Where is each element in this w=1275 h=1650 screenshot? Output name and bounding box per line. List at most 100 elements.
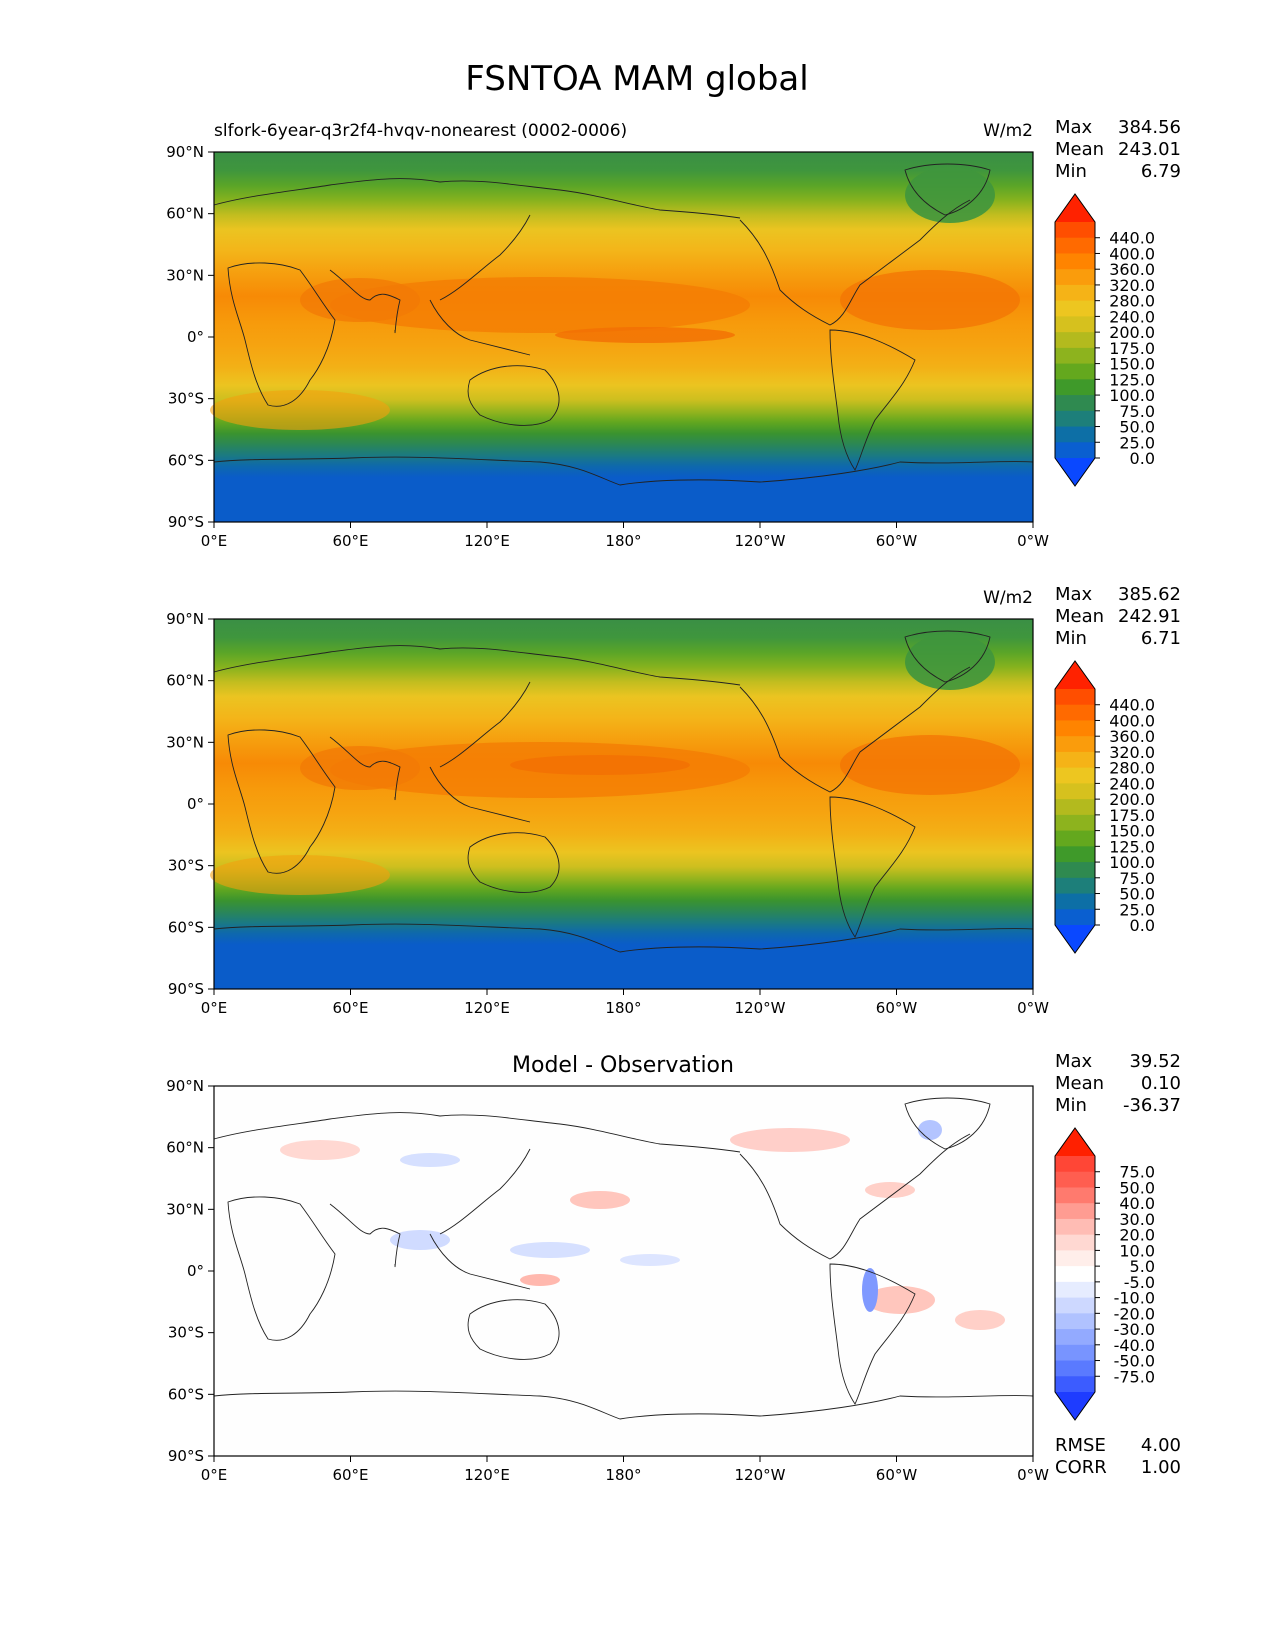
colorbar-label: 10.0 bbox=[1119, 1241, 1155, 1260]
colorbar-label: -20.0 bbox=[1114, 1304, 1155, 1323]
colorbar-label: -40.0 bbox=[1114, 1336, 1155, 1355]
stat-value-corr: 1.00 bbox=[1141, 1457, 1181, 1478]
colorbar-segment bbox=[1055, 426, 1095, 443]
stat-value-max: 385.62 bbox=[1118, 584, 1181, 605]
colorbar-segment bbox=[1055, 893, 1095, 910]
colorbar: 75.050.040.030.020.010.05.0-5.0-10.0-20.… bbox=[1054, 1127, 1155, 1421]
colorbar-extend-max bbox=[1055, 661, 1095, 689]
stats-box: Max 385.62 Mean 242.91 Min 6.71 bbox=[1055, 584, 1181, 649]
negative-anomaly bbox=[918, 1120, 942, 1140]
colorbar-label: 320.0 bbox=[1109, 276, 1155, 295]
y-tick-label: 60°S bbox=[168, 918, 204, 936]
stat-value-mean: 242.91 bbox=[1118, 606, 1181, 627]
colorbar-segment bbox=[1055, 862, 1095, 879]
stat-value-mean: 243.01 bbox=[1118, 139, 1181, 160]
y-tick-label: 90°N bbox=[166, 1077, 204, 1095]
colorbar-extend-min bbox=[1055, 458, 1095, 486]
colorbar-label: 400.0 bbox=[1109, 711, 1155, 730]
colorbar-segment bbox=[1055, 751, 1095, 769]
positive-anomaly bbox=[730, 1128, 850, 1152]
colorbar-segment bbox=[1055, 395, 1095, 412]
colorbar-segment bbox=[1055, 846, 1095, 863]
stat-label-min: Min bbox=[1055, 1095, 1087, 1116]
colorbar-label: 360.0 bbox=[1109, 260, 1155, 279]
y-tick-label: 30°S bbox=[168, 1324, 204, 1342]
coastline bbox=[429, 766, 531, 823]
coastline bbox=[227, 262, 336, 407]
colorbar-label: 25.0 bbox=[1119, 900, 1155, 919]
y-tick-label: 60°N bbox=[166, 672, 204, 690]
y-tick-label: 30°S bbox=[168, 390, 204, 408]
coastlines bbox=[213, 163, 1034, 486]
map-background bbox=[214, 619, 1033, 989]
coastline bbox=[329, 1203, 401, 1267]
y-tick-label: 90°N bbox=[166, 610, 204, 628]
y-axis: 90°N 60°N 30°N 0° 30°S 60°S 90°S bbox=[166, 610, 214, 998]
colorbar-segment bbox=[1055, 1234, 1095, 1251]
colorbar-segment bbox=[1055, 1360, 1095, 1377]
colorbar-label: 5.0 bbox=[1130, 1257, 1155, 1276]
colorbar-label: 280.0 bbox=[1109, 292, 1155, 311]
colorbar-extend-min bbox=[1055, 925, 1095, 953]
coastline bbox=[904, 163, 991, 216]
x-tick-label: 180° bbox=[605, 532, 641, 550]
colorbar-segment bbox=[1055, 1218, 1095, 1236]
colorbar-segment bbox=[1055, 1344, 1095, 1362]
colorbar-label: 200.0 bbox=[1109, 790, 1155, 809]
x-tick-label: 120°W bbox=[735, 999, 786, 1017]
warm-region bbox=[210, 855, 390, 895]
stat-value-min: -36.37 bbox=[1123, 1095, 1181, 1116]
negative-anomaly bbox=[390, 1230, 450, 1250]
map-field-model bbox=[210, 152, 1034, 522]
coastline bbox=[329, 736, 401, 800]
warm-region bbox=[840, 735, 1020, 795]
colorbar-segment bbox=[1055, 442, 1095, 459]
colorbar-segment bbox=[1055, 736, 1095, 753]
colorbar-label: 440.0 bbox=[1109, 229, 1155, 248]
x-tick-label: 60°E bbox=[332, 532, 368, 550]
colorbar-segment bbox=[1055, 237, 1095, 254]
y-tick-label: 30°N bbox=[166, 733, 204, 751]
coastlines bbox=[213, 1097, 1034, 1420]
stat-value-min: 6.79 bbox=[1141, 161, 1181, 182]
y-tick-label: 30°N bbox=[166, 1200, 204, 1218]
warm-region bbox=[330, 277, 750, 333]
colorbar-label: 0.0 bbox=[1130, 916, 1155, 935]
colorbar-label: 100.0 bbox=[1109, 386, 1155, 405]
colorbar-segment bbox=[1055, 1297, 1095, 1314]
colorbar-label: -10.0 bbox=[1114, 1289, 1155, 1308]
coastline bbox=[439, 681, 531, 768]
stats-box: Max 384.56 Mean 243.01 Min 6.79 bbox=[1055, 117, 1181, 182]
colorbar-label: -30.0 bbox=[1114, 1320, 1155, 1339]
colorbar-segment bbox=[1055, 347, 1095, 365]
colorbar-segment bbox=[1055, 1376, 1095, 1393]
y-tick-label: 90°S bbox=[168, 1447, 204, 1465]
colorbar-label: 75.0 bbox=[1119, 869, 1155, 888]
colorbar-segment bbox=[1055, 830, 1095, 847]
stat-label-min: Min bbox=[1055, 628, 1087, 649]
colorbar-label: 50.0 bbox=[1119, 1178, 1155, 1197]
positive-anomaly bbox=[865, 1286, 935, 1314]
colorbar-label: 0.0 bbox=[1130, 449, 1155, 468]
x-tick-label: 0°W bbox=[1017, 1466, 1049, 1484]
colorbar-label: 75.0 bbox=[1119, 1163, 1155, 1182]
coastline bbox=[829, 329, 916, 471]
x-tick-label: 0°E bbox=[201, 532, 228, 550]
warm-region bbox=[210, 390, 390, 430]
colorbar-segment bbox=[1055, 1203, 1095, 1220]
stat-label-max: Max bbox=[1055, 117, 1093, 138]
colorbar-label: 50.0 bbox=[1119, 418, 1155, 437]
coastline bbox=[467, 832, 560, 893]
colorbar-label: 280.0 bbox=[1109, 759, 1155, 778]
colorbar-segment bbox=[1055, 767, 1095, 784]
positive-anomaly bbox=[520, 1274, 560, 1286]
x-tick-label: 60°W bbox=[876, 532, 918, 550]
coastline bbox=[739, 1133, 971, 1260]
x-tick-label: 60°E bbox=[332, 1466, 368, 1484]
x-tick-label: 0°E bbox=[201, 999, 228, 1017]
warm-region bbox=[300, 278, 420, 322]
y-tick-label: 0° bbox=[187, 1262, 204, 1280]
colorbar-label: 175.0 bbox=[1109, 339, 1155, 358]
x-tick-label: 120°E bbox=[464, 999, 510, 1017]
stat-label-max: Max bbox=[1055, 584, 1093, 605]
